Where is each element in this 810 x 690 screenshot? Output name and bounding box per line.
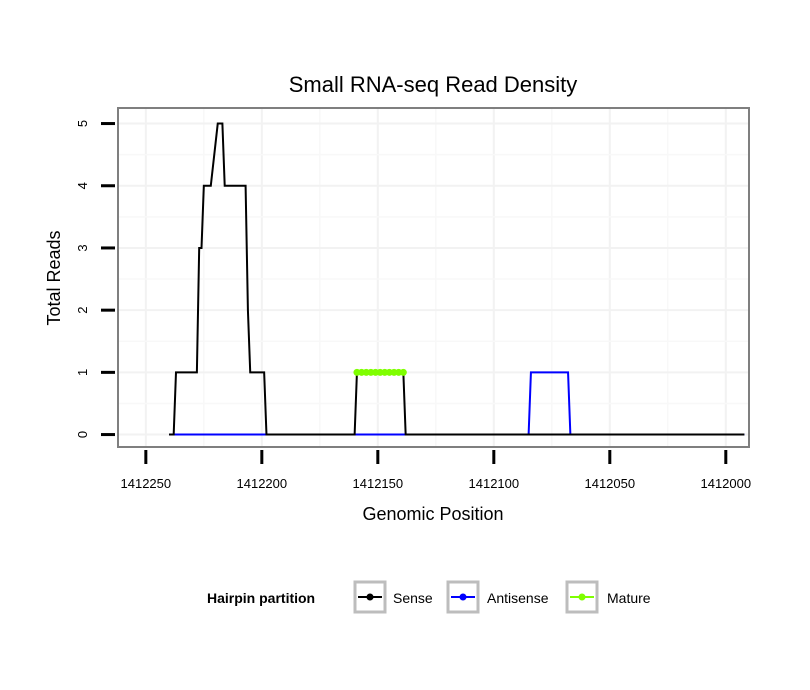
x-tick-label: 1412100 <box>469 476 520 491</box>
legend-label-mature: Mature <box>607 590 651 606</box>
legend-label-sense: Sense <box>393 590 433 606</box>
x-tick-label: 1412150 <box>353 476 404 491</box>
legend-item-mature: Mature <box>565 580 651 614</box>
y-axis: 0 1 2 3 4 5 <box>75 120 115 438</box>
legend-label-antisense: Antisense <box>487 590 549 606</box>
chart-title: Small RNA-seq Read Density <box>289 72 578 97</box>
x-axis: 1412250 1412200 1412150 1412100 1412050 14120… <box>121 450 751 491</box>
data-point-mature <box>399 368 407 376</box>
series-line-sense <box>169 122 745 436</box>
series-layer <box>169 122 745 436</box>
legend-item-sense: Sense <box>353 580 433 614</box>
legend-marker-antisense <box>459 593 467 601</box>
y-tick-label: 3 <box>75 244 90 251</box>
legend-marker-sense <box>366 593 374 601</box>
legend-item-antisense: Antisense <box>446 580 549 614</box>
legend-marker-mature <box>578 593 586 601</box>
plot-panel-border <box>117 107 750 448</box>
x-tick-label: 1412250 <box>121 476 172 491</box>
x-axis-title: Genomic Position <box>362 504 503 524</box>
y-tick-label: 0 <box>75 431 90 438</box>
grid <box>118 108 749 447</box>
y-tick-label: 2 <box>75 307 90 314</box>
x-tick-label: 1412050 <box>584 476 635 491</box>
x-tick-label: 1412200 <box>237 476 288 491</box>
y-axis-title: Total Reads <box>44 230 64 325</box>
x-tick-label: 1412000 <box>700 476 751 491</box>
legend: Hairpin partition Sense Antisense Mature <box>207 580 651 614</box>
legend-title: Hairpin partition <box>207 590 315 606</box>
y-tick-label: 5 <box>75 120 90 127</box>
y-tick-label: 4 <box>75 182 90 189</box>
y-tick-label: 1 <box>75 369 90 376</box>
